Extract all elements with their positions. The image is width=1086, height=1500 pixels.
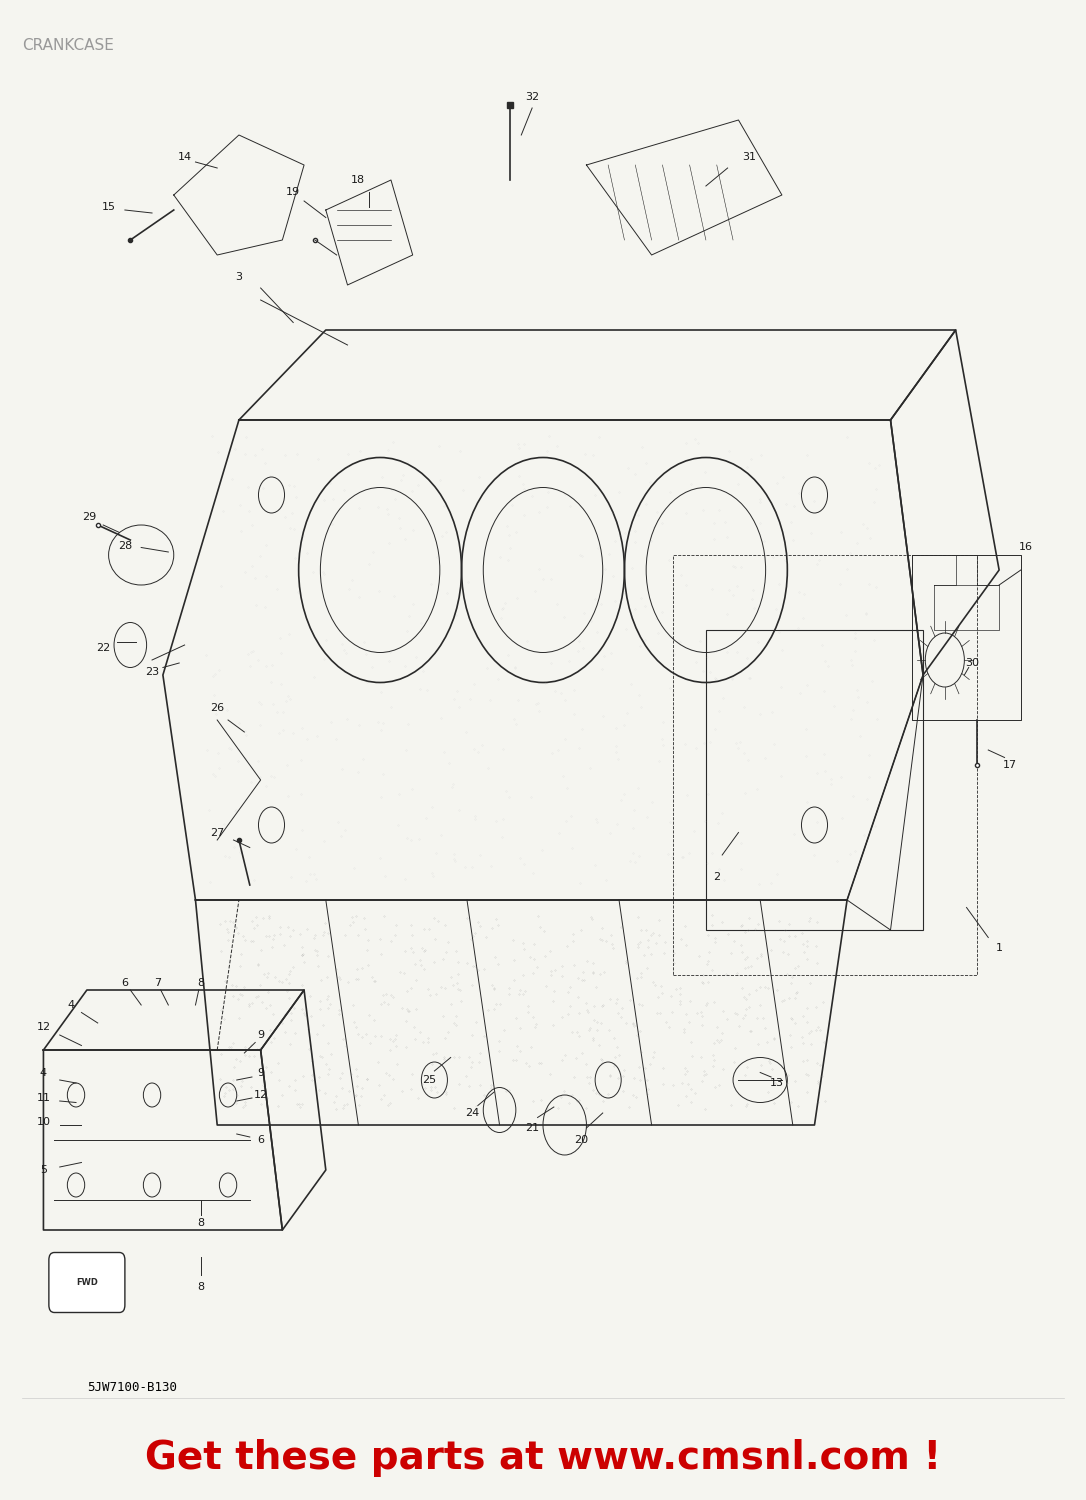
Text: 19: 19 [286,188,301,196]
Text: 15: 15 [102,202,115,211]
Text: 8: 8 [198,1218,204,1227]
Text: Get these parts at www.cmsnl.com !: Get these parts at www.cmsnl.com ! [144,1438,942,1478]
Text: 25: 25 [421,1076,437,1084]
Text: FWD: FWD [76,1278,98,1287]
Text: 31: 31 [743,153,756,162]
Text: 5JW7100-B130: 5JW7100-B130 [87,1382,177,1394]
Text: 9: 9 [257,1068,264,1077]
Text: CRANKCASE: CRANKCASE [22,38,114,52]
Text: 8: 8 [198,978,204,987]
Text: 30: 30 [965,658,978,668]
Text: 11: 11 [37,1094,50,1102]
Text: 29: 29 [81,513,97,522]
Text: 24: 24 [465,1108,480,1118]
Text: 17: 17 [1002,760,1018,770]
Text: 23: 23 [144,668,160,676]
Text: 1: 1 [996,944,1002,952]
Text: 3: 3 [236,273,242,282]
Text: 13: 13 [770,1078,783,1088]
Text: 28: 28 [117,542,132,550]
Text: 12: 12 [253,1090,268,1100]
Text: 4: 4 [67,1000,74,1010]
Text: 32: 32 [525,93,540,102]
Text: 8: 8 [198,1282,204,1292]
Text: 26: 26 [210,704,225,712]
Text: 16: 16 [1020,543,1033,552]
Text: 27: 27 [210,828,225,837]
Text: 6: 6 [122,978,128,987]
Text: 7: 7 [154,978,161,987]
Text: 2: 2 [714,873,720,882]
Bar [706,630,923,930]
Text: 12: 12 [36,1023,51,1032]
FancyBboxPatch shape [49,1252,125,1312]
Text: 21: 21 [525,1124,540,1132]
Bar [673,555,977,975]
Text: 5: 5 [40,1166,47,1174]
Text: 22: 22 [96,644,111,652]
Text: 6: 6 [257,1136,264,1144]
Text: 18: 18 [351,176,366,184]
Text: 14: 14 [177,153,192,162]
Text: 9: 9 [257,1030,264,1039]
Text: 10: 10 [37,1118,50,1126]
Text: 4: 4 [40,1068,47,1077]
Text: 20: 20 [573,1136,589,1144]
